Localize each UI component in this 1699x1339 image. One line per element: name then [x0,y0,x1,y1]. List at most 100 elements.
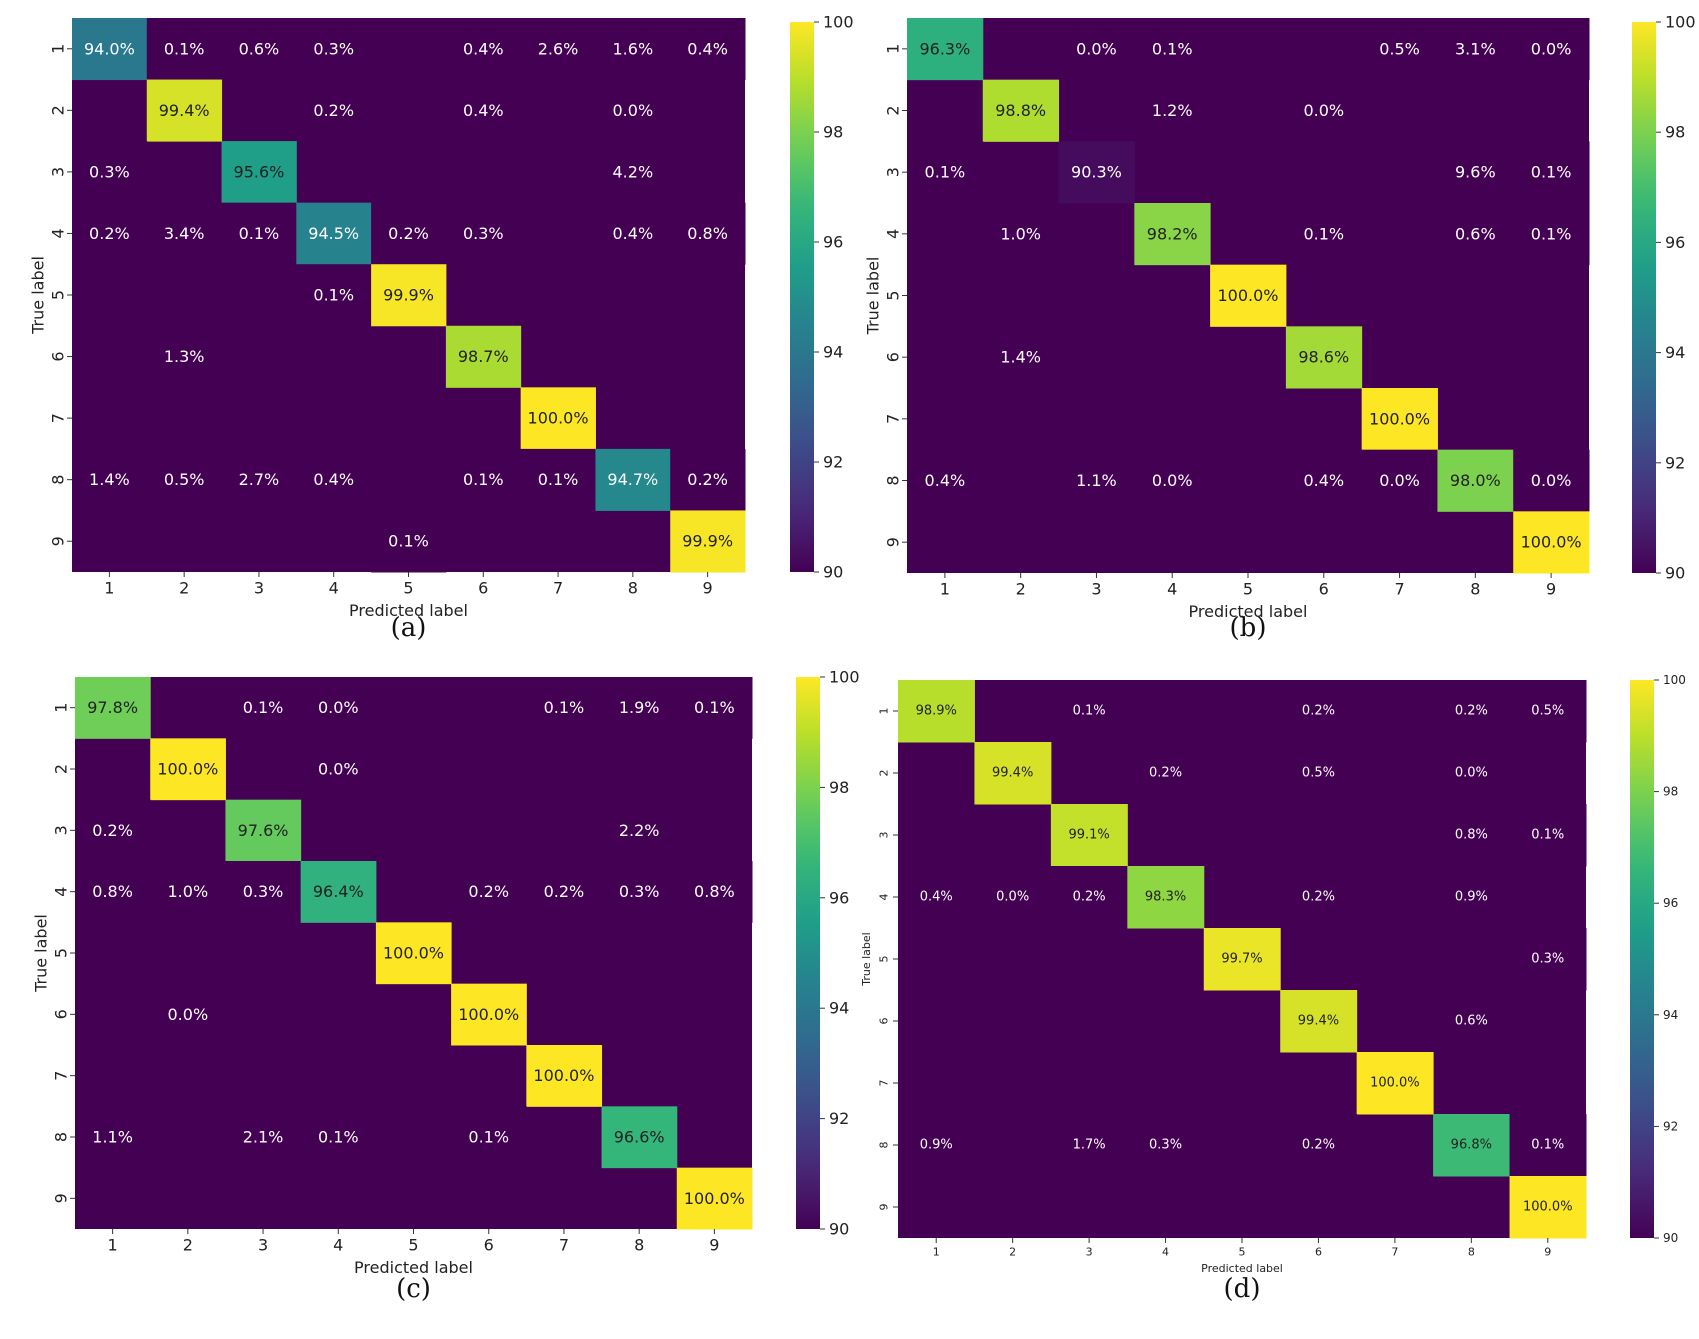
y-tick-label: 2 [884,105,903,115]
heatmap-cell [371,264,447,327]
x-tick-label: 4 [1162,1245,1169,1258]
cell-value-label: 0.0% [168,1005,209,1024]
heatmap-cell [1285,79,1363,142]
confusion-matrix-panel-c: 97.8% 0.1% 0.0% 0.1% 1.9% 0.1% 100.0% 0.0% 0.2% 9… [32,668,860,1305]
heatmap-cell [526,677,603,739]
colorbar [1632,22,1656,573]
heatmap-cell [445,325,522,388]
cell-value-label: 0.1% [694,698,735,717]
heatmap-cell [526,861,603,923]
cell-value-label: 0.1% [318,1128,359,1147]
cell-value-label: 0.3% [619,882,660,901]
x-tick-label: 5 [403,579,413,598]
heatmap-cell [75,799,151,862]
colorbar [796,677,820,1229]
cell-value-label: 0.0% [318,698,359,717]
cell-value-label: 0.9% [1455,890,1488,905]
x-tick-label: 3 [1086,1245,1093,1258]
colorbar-tick-label: 90 [823,563,843,582]
cell-value-label: 3.1% [1455,39,1496,58]
colorbar-tick-label: 98 [1663,785,1678,799]
heatmap-cell [296,264,372,327]
heatmap-cell [296,202,372,265]
cell-value-label: 94.5% [308,224,359,243]
cell-value-label: 0.8% [694,882,735,901]
cell-value-label: 99.1% [1068,828,1109,843]
y-axis-label: True label [32,914,51,993]
y-tick-label: 7 [52,1071,71,1081]
heatmap-cell [300,738,377,801]
colorbar-tick-label: 100 [823,13,854,32]
cell-value-label: 1.9% [619,698,660,717]
y-tick-label: 8 [52,1132,71,1142]
cell-value-label: 2.2% [619,821,660,840]
colorbar-tick-label: 92 [823,453,843,472]
heatmap-cell [1433,804,1511,867]
cell-value-label: 100.0% [528,409,589,428]
colorbar-tick-label: 100 [1663,673,1686,687]
heatmap-cell [1513,511,1590,574]
heatmap-cell [1437,449,1514,512]
heatmap-cell [375,922,452,985]
x-tick-label: 6 [1319,580,1329,599]
y-tick-label: 8 [49,475,68,485]
heatmap-cell [1513,203,1590,266]
cell-value-label: 0.1% [544,698,585,717]
y-tick-label: 5 [884,290,903,300]
colorbar [1630,680,1654,1238]
heatmap-cell [595,448,671,511]
cell-value-label: 0.3% [463,224,504,243]
cell-value-label: 1.3% [164,347,205,366]
cell-value-label: 96.3% [919,39,970,58]
heatmap-cell [1509,1176,1587,1239]
cell-value-label: 0.1% [463,470,504,489]
heatmap-cell [445,448,522,511]
cell-value-label: 100.0% [383,944,444,963]
cell-value-label: 0.0% [996,890,1029,905]
cell-value-label: 0.0% [1379,471,1420,490]
heatmap-cell [1361,449,1438,512]
heatmap-cell [907,141,984,204]
cell-value-label: 0.5% [1302,766,1335,781]
cell-value-label: 96.8% [1451,1138,1492,1153]
heatmap-cell [371,202,447,265]
heatmap-cell [595,18,671,81]
cell-value-label: 0.2% [1455,704,1488,719]
cell-value-label: 0.2% [313,101,354,120]
heatmap-cell [1127,742,1205,805]
x-tick-label: 7 [559,1236,569,1255]
cell-value-label: 100.0% [533,1066,594,1085]
heatmap-cell [72,202,148,265]
x-tick-label: 5 [1243,580,1253,599]
heatmap-cell [1509,680,1587,743]
colorbar-tick-label: 94 [1663,1008,1678,1022]
y-tick-label: 5 [49,290,68,300]
heatmap-cell [225,861,302,923]
heatmap-cell [1127,1114,1205,1177]
x-axis-label: Predicted label [1201,1262,1283,1275]
y-axis-label: True label [864,257,883,336]
y-tick-label: 9 [878,1204,891,1211]
heatmap-cell [451,861,527,923]
cell-value-label: 0.1% [243,698,284,717]
x-axis-label: Predicted label [349,601,468,620]
cell-value-label: 0.9% [920,1138,953,1153]
cell-value-label: 0.2% [89,224,130,243]
heatmap-cell [601,1106,678,1169]
heatmap-cell [601,677,678,739]
heatmap-cell [1280,990,1358,1053]
cell-value-label: 0.1% [1531,1138,1564,1153]
heatmap-cell [982,203,1060,266]
y-tick-label: 9 [49,536,68,546]
heatmap-cell [595,202,671,265]
heatmap-cell [1285,203,1363,266]
heatmap-cell [371,510,447,573]
heatmap-cell [898,680,975,743]
heatmap-cell [300,861,377,923]
cell-value-label: 100.0% [1370,1076,1420,1091]
cell-value-label: 99.4% [1298,1014,1339,1029]
cell-value-label: 95.6% [234,162,285,181]
heatmap-cell [1058,141,1135,204]
heatmap-cell [898,866,975,929]
cell-value-label: 9.6% [1455,163,1496,182]
